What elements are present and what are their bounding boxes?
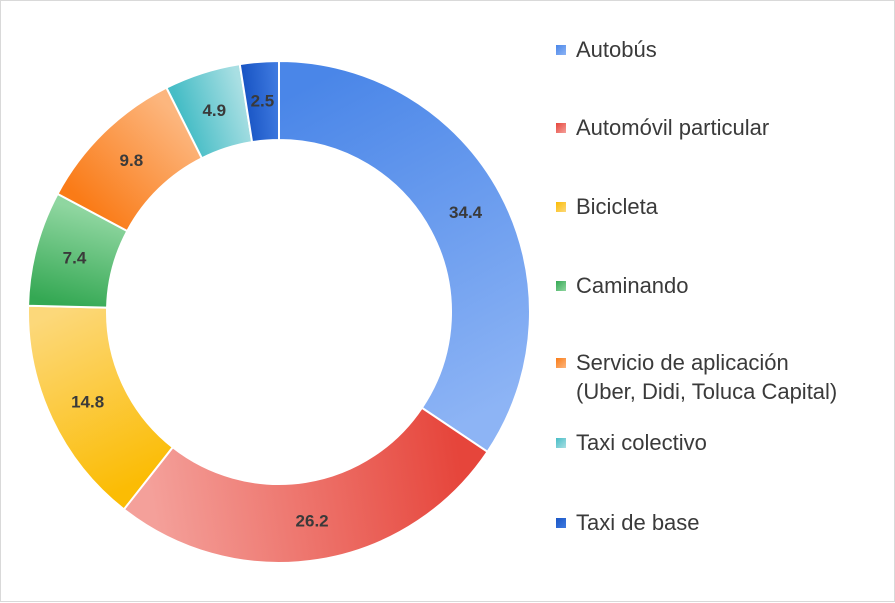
legend-label: Automóvil particular <box>576 115 770 140</box>
legend-label: Taxi de base <box>576 510 700 535</box>
legend-item-taxi-de-base: Taxi de base <box>556 508 700 537</box>
legend-label: Servicio de aplicación (Uber, Didi, Tolu… <box>576 350 838 404</box>
slice-taxi-de-base <box>238 59 280 144</box>
legend-label: Bicicleta <box>576 194 658 219</box>
legend-swatch <box>556 202 566 212</box>
legend-swatch <box>556 518 566 528</box>
data-label-automovil-particular: 26.2 <box>296 511 329 530</box>
legend-swatch <box>556 123 566 133</box>
slice-autobus <box>278 59 531 454</box>
legend-item-taxi-colectivo: Taxi colectivo <box>556 428 707 457</box>
legend-label: Autobús <box>576 37 657 62</box>
donut-slices <box>27 59 531 564</box>
data-label-autobus: 34.4 <box>449 203 483 222</box>
legend-swatch <box>556 358 566 368</box>
legend-swatch <box>556 281 566 291</box>
slice-automovil-particular <box>122 406 489 564</box>
legend-swatch <box>556 45 566 55</box>
legend-swatch <box>556 438 566 448</box>
data-label-taxi-colectivo: 4.9 <box>202 101 226 120</box>
legend-item-autobus: Autobús <box>556 35 657 64</box>
data-label-caminando: 7.4 <box>63 249 87 268</box>
data-label-bicicleta: 14.8 <box>71 393 104 412</box>
legend-item-automovil-particular: Automóvil particular <box>556 113 769 142</box>
legend-item-bicicleta: Bicicleta <box>556 192 658 221</box>
legend-label: Taxi colectivo <box>576 430 707 455</box>
data-label-servicio-de-aplicacion: 9.8 <box>120 151 144 170</box>
data-label-taxi-de-base: 2.5 <box>251 92 275 111</box>
legend-item-servicio-de-aplicacion: Servicio de aplicación (Uber, Didi, Tolu… <box>556 348 837 406</box>
legend-item-caminando: Caminando <box>556 271 689 300</box>
data-labels: 34.4 26.2 14.8 7.4 9.8 4.9 2.5 <box>63 92 483 531</box>
legend-label: Caminando <box>576 273 689 298</box>
